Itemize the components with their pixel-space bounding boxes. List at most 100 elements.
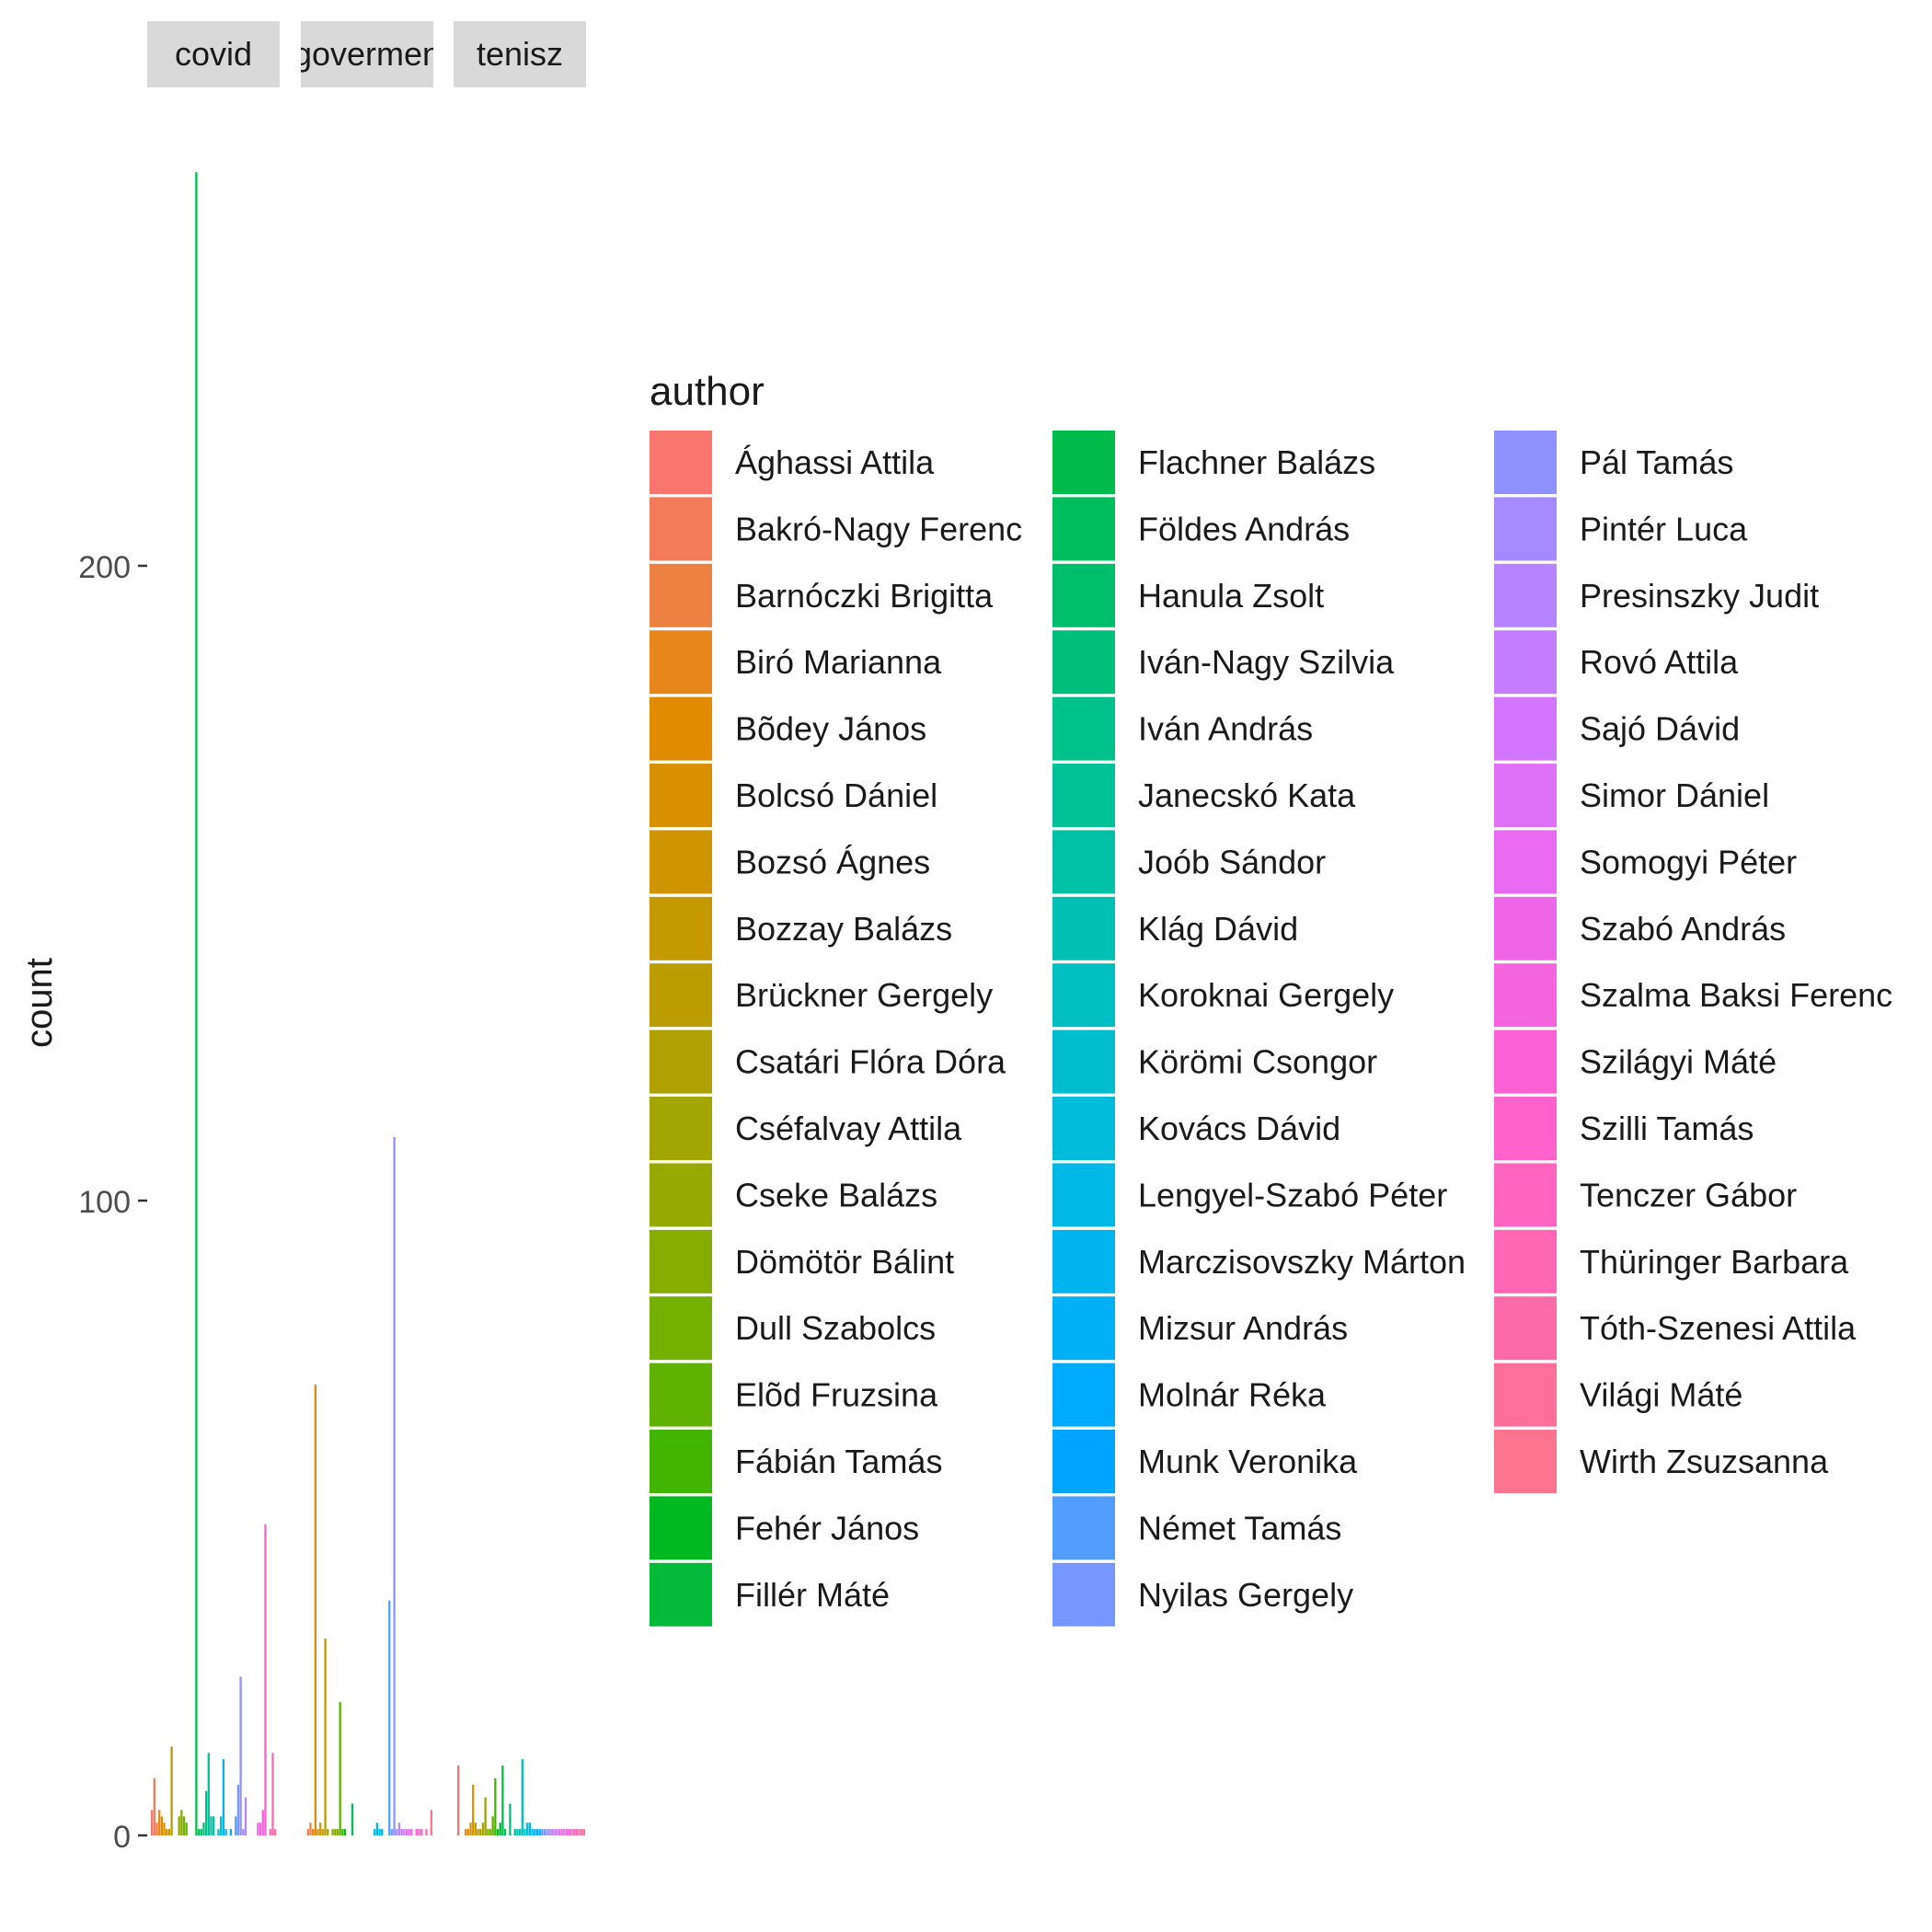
legend-key xyxy=(650,1097,712,1160)
legend-key xyxy=(1052,963,1115,1027)
legend-label: Mizsur András xyxy=(1138,1309,1348,1347)
bar xyxy=(529,1823,531,1835)
bar xyxy=(425,1829,427,1835)
bar xyxy=(237,1785,239,1835)
legend-key xyxy=(650,431,712,494)
legend-label: Munk Veronika xyxy=(1138,1443,1358,1480)
legend-item: Szilágyi Máté xyxy=(1494,1030,1777,1094)
bar xyxy=(242,1829,244,1835)
legend-label: Csatári Flóra Dóra xyxy=(735,1043,1006,1081)
bar xyxy=(531,1829,533,1835)
bar xyxy=(489,1829,491,1835)
legend-key xyxy=(1494,1430,1557,1493)
legend-label: Simor Dániel xyxy=(1580,776,1769,814)
bar xyxy=(245,1798,247,1835)
legend-label: Joób Sándor xyxy=(1138,843,1326,880)
legend-item: Joób Sándor xyxy=(1052,830,1326,893)
legend-key xyxy=(1052,1230,1115,1294)
bar xyxy=(570,1829,572,1835)
legend-label: Német Tamás xyxy=(1138,1509,1341,1547)
bar xyxy=(309,1823,311,1835)
legend-key xyxy=(1052,1097,1115,1160)
legend-label: Tenczer Gábor xyxy=(1580,1176,1797,1213)
bar xyxy=(376,1823,378,1835)
legend-label: Fábián Tamás xyxy=(735,1443,942,1480)
bar xyxy=(270,1829,271,1835)
legend-item: Tóth-Szenesi Attila xyxy=(1494,1296,1857,1360)
bar xyxy=(319,1823,321,1835)
bar xyxy=(161,1816,163,1835)
legend-item: Molnár Réka xyxy=(1052,1363,1327,1427)
legend-label: Kovács Dávid xyxy=(1138,1110,1340,1147)
legend-label: Somogyi Péter xyxy=(1580,843,1797,880)
legend-key xyxy=(650,1030,712,1094)
legend-key xyxy=(1052,830,1115,893)
bar xyxy=(239,1677,241,1836)
bar xyxy=(274,1829,276,1835)
legend-label: Janecskó Kata xyxy=(1138,776,1356,814)
legend-item: Janecskó Kata xyxy=(1052,764,1356,827)
bar xyxy=(224,1829,226,1835)
legend-label: Szalma Baksi Ferenc xyxy=(1580,976,1892,1014)
bar xyxy=(186,1823,188,1835)
legend-item: Elõd Fruzsina xyxy=(650,1363,938,1427)
bar xyxy=(264,1524,266,1835)
legend-item: Tenczer Gábor xyxy=(1494,1163,1797,1226)
bar xyxy=(381,1829,383,1835)
legend-key xyxy=(1052,764,1115,827)
bar xyxy=(536,1829,538,1835)
bar xyxy=(166,1829,167,1835)
facet-panel-covid xyxy=(151,172,276,1835)
legend-key xyxy=(1494,1296,1557,1360)
legend-label: Szabó András xyxy=(1580,910,1786,948)
facet-strip-label: tenisz xyxy=(477,35,563,73)
bar xyxy=(576,1829,578,1835)
bar xyxy=(259,1823,261,1835)
bar xyxy=(487,1829,489,1835)
bar xyxy=(351,1804,353,1836)
bar xyxy=(475,1823,477,1835)
legend-key xyxy=(650,897,712,960)
bar xyxy=(469,1823,471,1835)
bar xyxy=(393,1137,395,1835)
bar xyxy=(497,1829,499,1835)
bar xyxy=(519,1829,521,1835)
bar xyxy=(315,1385,316,1835)
legend-key xyxy=(1052,564,1115,627)
legend-key xyxy=(1052,1030,1115,1094)
bar xyxy=(509,1804,511,1836)
y-tick-label: 100 xyxy=(78,1185,131,1220)
bar xyxy=(155,1823,157,1835)
legend-key xyxy=(650,1563,712,1627)
bar xyxy=(583,1829,585,1835)
bar xyxy=(431,1810,432,1835)
bar xyxy=(546,1829,547,1835)
legend-label: Nyilas Gergely xyxy=(1138,1576,1353,1614)
legend-label: Thüringer Barbara xyxy=(1580,1243,1849,1281)
y-axis-title: count xyxy=(19,958,60,1048)
bar xyxy=(566,1829,568,1835)
legend-label: Szilli Tamás xyxy=(1580,1110,1754,1147)
legend-item: Marczisovszky Márton xyxy=(1052,1230,1466,1294)
bar xyxy=(457,1765,459,1835)
bar xyxy=(522,1759,523,1835)
legend-key xyxy=(1052,1163,1115,1226)
legend-item: Flachner Balázs xyxy=(1052,431,1375,494)
legend-label: Marczisovszky Márton xyxy=(1138,1243,1466,1281)
legend-item: Pintér Luca xyxy=(1494,497,1748,560)
bar xyxy=(154,1778,155,1835)
bar xyxy=(223,1759,224,1835)
bar xyxy=(331,1829,333,1835)
bar xyxy=(403,1829,405,1835)
legend-key xyxy=(1052,1296,1115,1360)
bar xyxy=(408,1829,410,1835)
legend-label: Dull Szabolcs xyxy=(735,1309,936,1347)
legend-label: Klág Dávid xyxy=(1138,910,1298,948)
legend-item: Bolcsó Dániel xyxy=(650,764,937,827)
bar xyxy=(388,1601,390,1835)
bar xyxy=(307,1829,309,1835)
legend-item: Bakró-Nagy Ferenc xyxy=(650,497,1022,560)
legend-key xyxy=(650,830,712,893)
legend-item: Szilli Tamás xyxy=(1494,1097,1754,1160)
